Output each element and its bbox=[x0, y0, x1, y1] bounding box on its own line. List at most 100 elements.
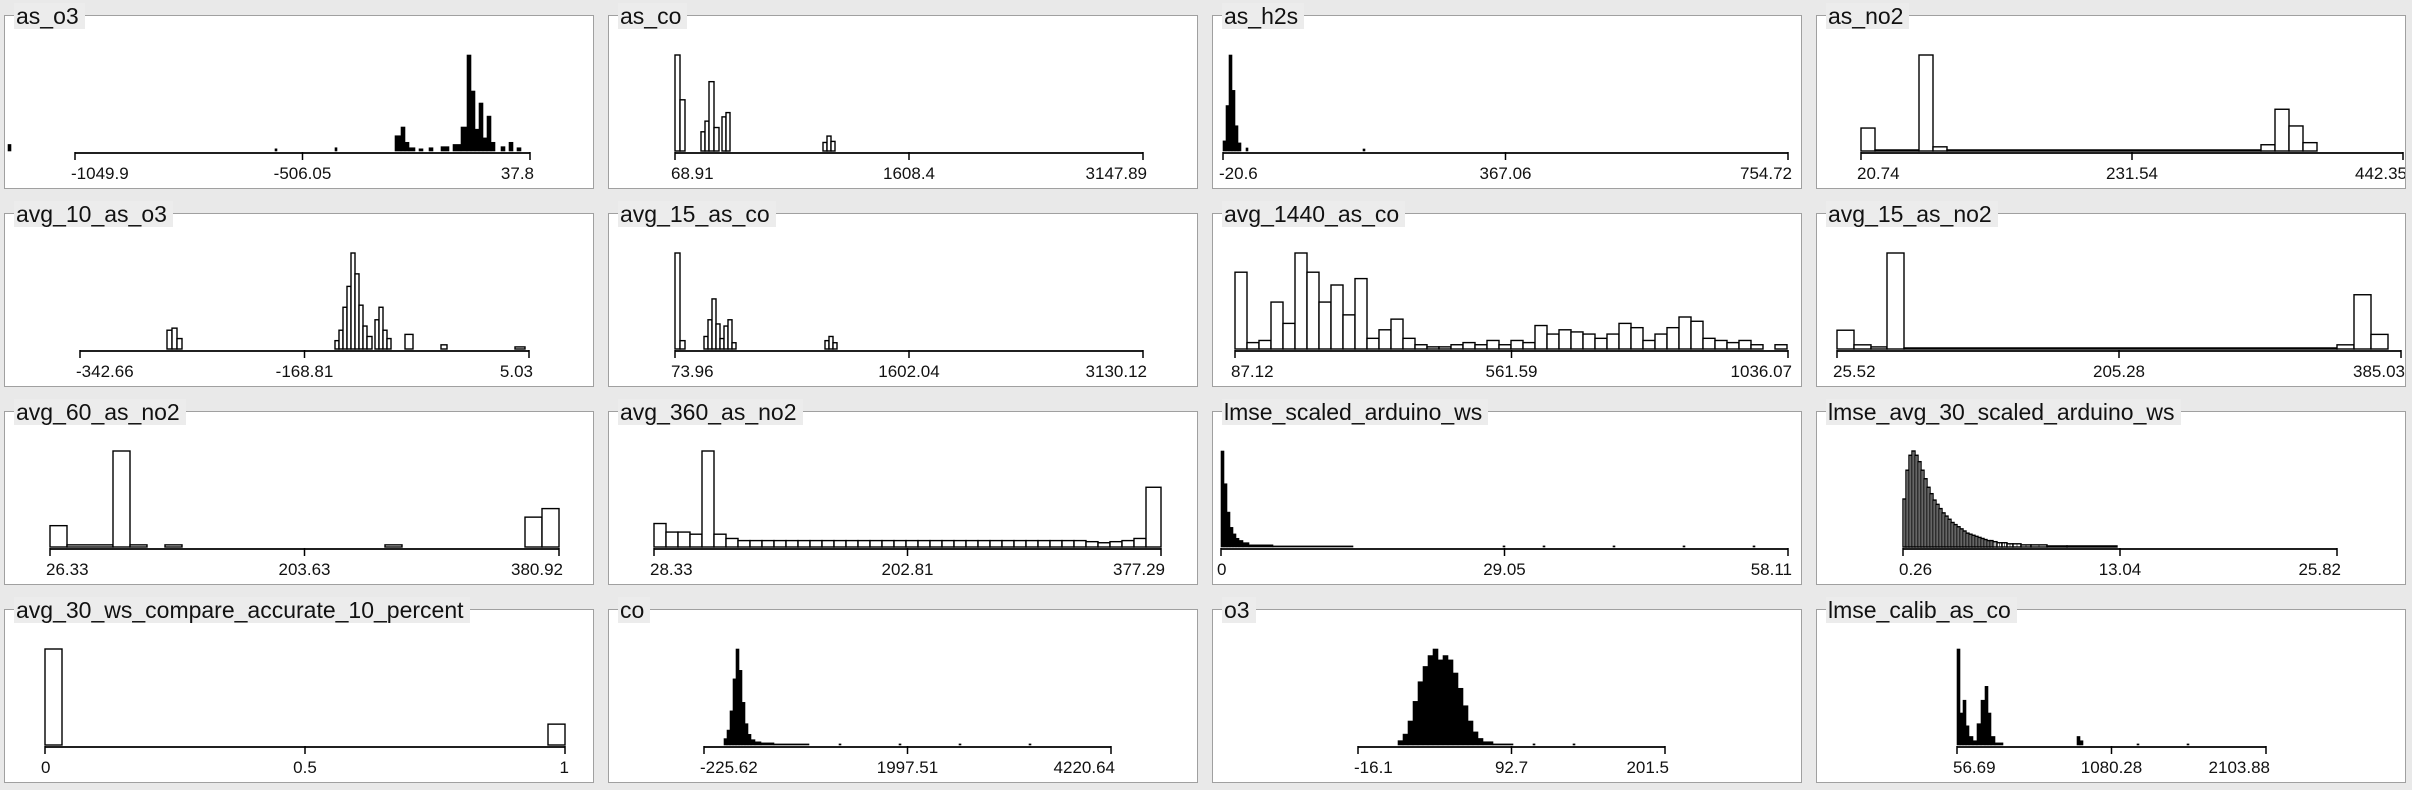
histogram-bar bbox=[821, 539, 835, 548]
histogram-bar bbox=[1886, 252, 1905, 350]
histogram-plot: -225.62 1997.51 4220.64 bbox=[700, 648, 1115, 777]
histogram-bar bbox=[394, 135, 402, 152]
histogram-bar bbox=[524, 516, 543, 548]
histogram-bar bbox=[1572, 743, 1576, 746]
histogram-plot: -20.6 367.06 754.72 bbox=[1219, 54, 1792, 183]
histogram-bar bbox=[989, 539, 1003, 548]
histogram-panel-as-h2s[interactable]: as_h2s -20.6 367.06 754.72 bbox=[1208, 3, 1802, 189]
histogram-bar bbox=[1874, 149, 1920, 152]
histogram-bar bbox=[679, 339, 686, 350]
histogram-bar bbox=[977, 539, 991, 548]
histogram-plot: -1049.9 -506.05 37.8 bbox=[7, 54, 534, 183]
panel-frame bbox=[1212, 609, 1802, 783]
histogram-panel-avg-1440-as-co[interactable]: avg_1440_as_co 87.12 561.59 1036.07 bbox=[1208, 201, 1802, 387]
histogram-plot: -342.66 -168.81 5.03 bbox=[76, 252, 533, 381]
histogram-bar bbox=[1242, 542, 1250, 548]
histogram-bar bbox=[1390, 318, 1404, 350]
histogram-bar bbox=[1968, 736, 1974, 746]
histogram-bar bbox=[1532, 743, 1536, 746]
histogram-bar bbox=[1232, 533, 1237, 548]
histogram-panel-avg-60-as-no2[interactable]: avg_60_as_no2 26.33 203.63 380.92 bbox=[0, 399, 594, 585]
histogram-bar bbox=[176, 337, 183, 350]
x-tick-label: 202.81 bbox=[882, 560, 934, 579]
histogram-bar bbox=[1073, 539, 1087, 548]
histogram-bar bbox=[1642, 339, 1656, 350]
histogram-plot: 0 29.05 58.11 bbox=[1217, 450, 1792, 579]
histogram-bar bbox=[830, 140, 836, 152]
panel-title: avg_10_as_o3 bbox=[14, 201, 173, 227]
x-tick-label: 73.96 bbox=[671, 362, 714, 381]
x-tick-label: 58.11 bbox=[1751, 560, 1792, 579]
x-tick-label: 28.33 bbox=[650, 560, 693, 579]
histogram-bar bbox=[679, 99, 686, 152]
x-tick-label: 754.72 bbox=[1740, 164, 1792, 183]
x-tick-label: 13.04 bbox=[2099, 560, 2142, 579]
x-tick-label: 20.74 bbox=[1857, 164, 1900, 183]
histogram-bar bbox=[1498, 344, 1512, 350]
x-tick-label: 367.06 bbox=[1480, 164, 1532, 183]
histogram-bar bbox=[274, 148, 278, 152]
histogram-bar bbox=[674, 252, 681, 350]
histogram-panel-avg-15-as-no2[interactable]: avg_15_as_no2 25.52 205.28 385.03 bbox=[1812, 201, 2406, 387]
histogram-bar bbox=[428, 147, 434, 152]
histogram-bar bbox=[729, 710, 734, 746]
histogram-bar bbox=[490, 141, 496, 152]
histogram-panel-avg-15-as-co[interactable]: avg_15_as_co 73.96 1602.04 3130.12 bbox=[604, 201, 1198, 387]
panel-title: lmse_scaled_arduino_ws bbox=[1222, 399, 1489, 425]
histogram-bar bbox=[761, 539, 775, 548]
histogram-bar bbox=[953, 539, 967, 548]
histogram-bar bbox=[1994, 742, 2004, 746]
histogram-bar bbox=[1750, 344, 1764, 350]
histogram-bar bbox=[470, 90, 476, 152]
histogram-bar bbox=[732, 678, 737, 746]
histogram-bar bbox=[958, 743, 962, 746]
histogram-panel-lmse-calib-as-co[interactable]: lmse_calib_as_co 56.69 1080.28 2103.88 bbox=[1812, 597, 2406, 783]
x-tick-label: 2103.88 bbox=[2209, 758, 2270, 777]
histogram-bar bbox=[384, 544, 403, 548]
histogram-panel-as-o3[interactable]: as_o3 -1049.9 -506.05 37.8 bbox=[0, 3, 594, 189]
histogram-panel-as-co[interactable]: as_co 68.91 1608.4 3147.89 bbox=[604, 3, 1198, 189]
histogram-bar bbox=[1946, 149, 2262, 152]
x-tick-label: 92.7 bbox=[1495, 758, 1528, 777]
x-tick-label: 203.63 bbox=[279, 560, 331, 579]
histogram-bar bbox=[1442, 655, 1449, 746]
histogram-panel-lmse-avg-30-scaled-arduino-ws[interactable]: lmse_avg_30_scaled_arduino_ws 0.26 13.04 25… bbox=[1812, 399, 2406, 585]
x-tick-label: 201.5 bbox=[1626, 758, 1669, 777]
histogram-bar bbox=[547, 723, 566, 746]
histogram-bar bbox=[500, 146, 506, 152]
histogram-bar bbox=[1366, 337, 1380, 350]
histogram-bar bbox=[713, 126, 720, 152]
histogram-bar bbox=[452, 144, 462, 152]
histogram-bar bbox=[1133, 537, 1147, 548]
histogram-bar bbox=[727, 319, 733, 350]
histogram-bar bbox=[1270, 301, 1284, 350]
histogram-panel-as-no2[interactable]: as_no2 20.74 231.54 442.35 bbox=[1812, 3, 2406, 189]
panel-title: as_h2s bbox=[1222, 3, 1305, 29]
histogram-bar bbox=[1702, 337, 1716, 350]
histogram-bar bbox=[49, 524, 68, 548]
panel-frame bbox=[4, 609, 594, 783]
histogram-panel-co[interactable]: co -225.62 1997.51 4220.64 bbox=[604, 597, 1198, 783]
histogram-bar bbox=[1282, 322, 1296, 350]
histogram-panel-o3[interactable]: o3 -16.1 92.7 201.5 bbox=[1208, 597, 1802, 783]
x-tick-label: 25.52 bbox=[1833, 362, 1876, 381]
panel-title: lmse_avg_30_scaled_arduino_ws bbox=[1826, 399, 2181, 425]
histogram-bar bbox=[689, 533, 703, 548]
histogram-panel-avg-10-as-o3[interactable]: avg_10_as_o3 -342.66 -168.81 5.03 bbox=[0, 201, 594, 387]
histogram-bar bbox=[1362, 148, 1366, 152]
histogram-panel-avg-360-as-no2[interactable]: avg_360_as_no2 28.33 202.81 377.29 bbox=[604, 399, 1198, 585]
histogram-bar bbox=[1462, 705, 1469, 746]
histogram-bar bbox=[838, 743, 842, 746]
histogram-bar bbox=[1109, 540, 1123, 548]
histogram-bar bbox=[1690, 320, 1704, 350]
x-tick-label: 1997.51 bbox=[877, 758, 938, 777]
histogram-bar bbox=[1990, 736, 1996, 746]
histogram-bar bbox=[1606, 333, 1620, 350]
histogram-bar bbox=[1330, 284, 1344, 350]
histogram-panel-lmse-scaled-arduino-ws[interactable]: lmse_scaled_arduino_ws 0 29.05 58.11 bbox=[1208, 399, 1802, 585]
histogram-panel-avg-30-ws-compare-accurate-10-percent[interactable]: avg_30_ws_compare_accurate_10_percent 0 0.… bbox=[0, 597, 594, 783]
histogram-bar bbox=[1228, 54, 1233, 152]
x-tick-label: 3130.12 bbox=[1086, 362, 1147, 381]
histogram-bar bbox=[1467, 720, 1474, 746]
